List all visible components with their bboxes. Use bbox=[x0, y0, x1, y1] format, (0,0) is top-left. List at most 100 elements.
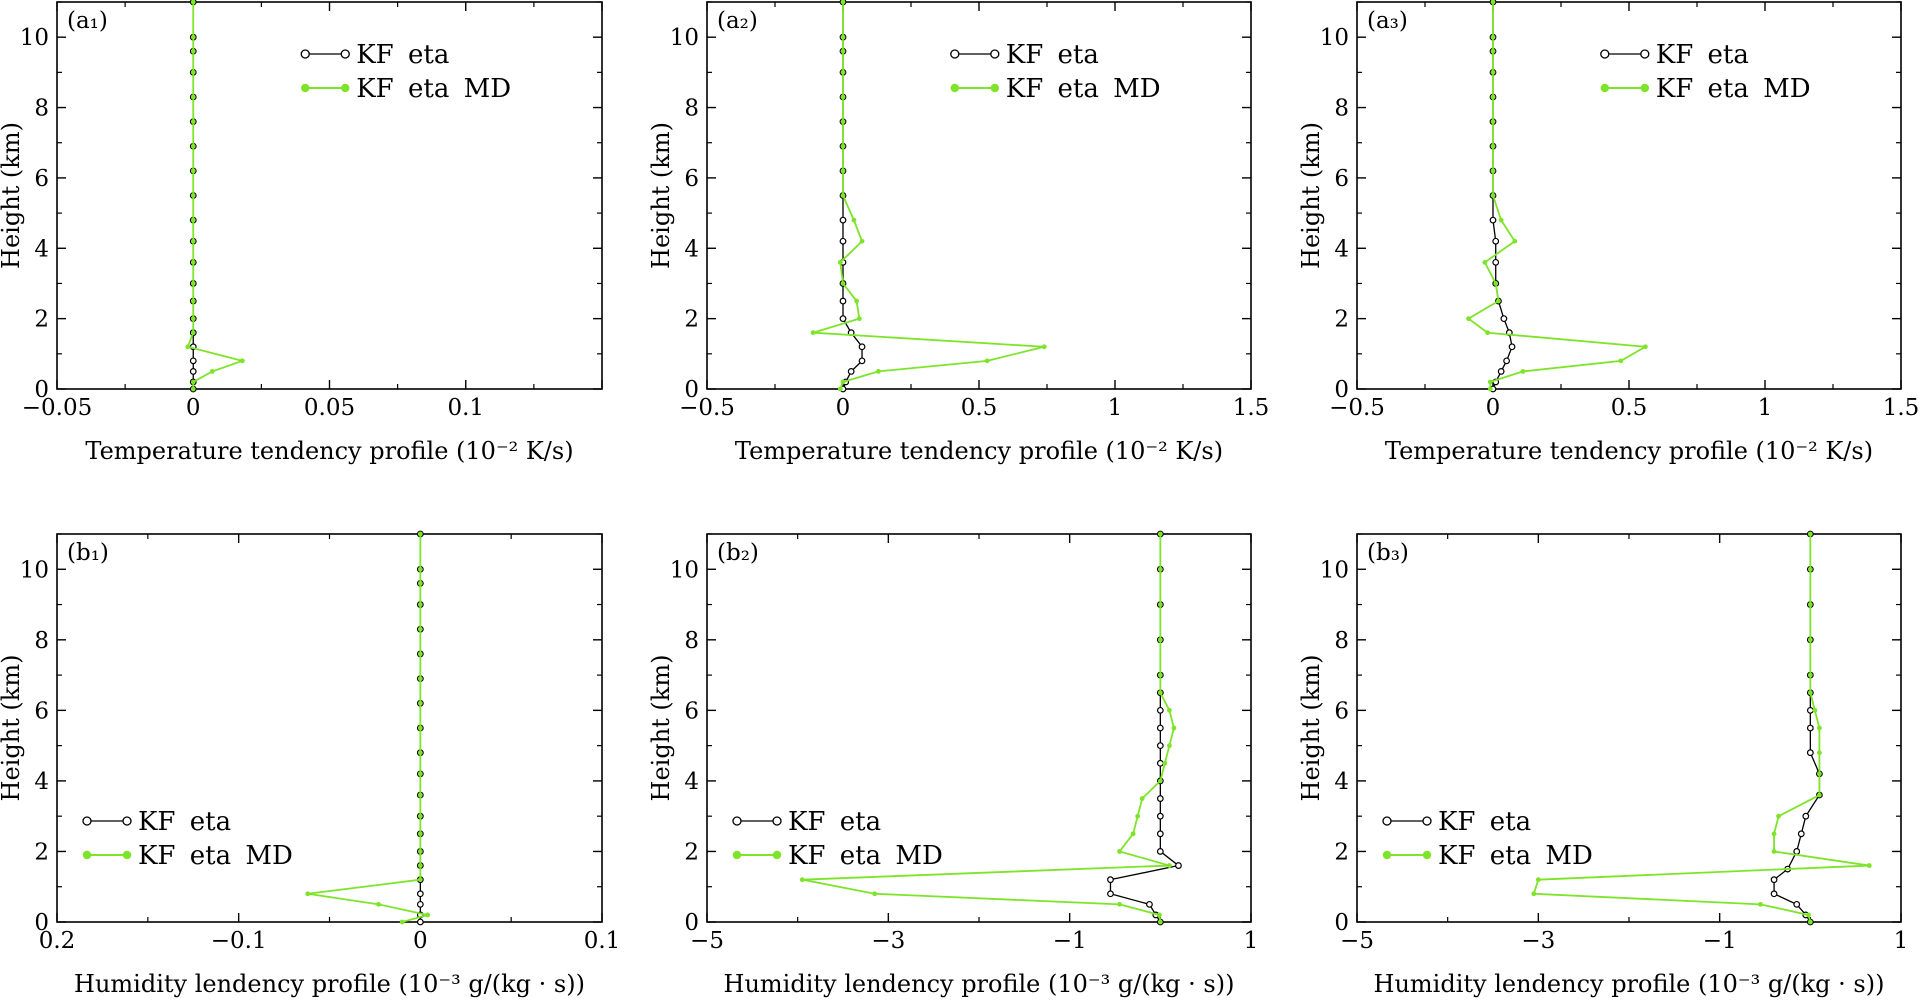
data-point bbox=[1130, 831, 1136, 837]
data-point bbox=[1535, 877, 1541, 883]
y-tick-label: 0 bbox=[1334, 910, 1349, 936]
legend-label: KF eta bbox=[788, 807, 881, 837]
data-point bbox=[1866, 863, 1872, 868]
y-tick-label: 4 bbox=[684, 236, 699, 262]
series-kf-eta bbox=[1770, 530, 1823, 926]
y-tick-label: 4 bbox=[684, 769, 699, 795]
data-point bbox=[417, 750, 423, 756]
series-kf-eta-md bbox=[810, 0, 1047, 392]
data-point bbox=[858, 357, 866, 365]
legend-marker bbox=[950, 83, 959, 93]
series-kf-eta-md bbox=[1531, 531, 1872, 925]
data-point bbox=[1157, 778, 1163, 784]
data-point bbox=[1503, 357, 1510, 365]
y-tick-label: 2 bbox=[34, 839, 49, 865]
data-point bbox=[1156, 706, 1164, 714]
data-point bbox=[1793, 900, 1801, 908]
data-point bbox=[190, 386, 196, 392]
data-point bbox=[417, 863, 423, 868]
legend-label: KF eta bbox=[1438, 807, 1531, 837]
data-point bbox=[1496, 298, 1501, 304]
data-point bbox=[190, 143, 196, 149]
data-point bbox=[875, 369, 881, 374]
data-point bbox=[839, 315, 847, 323]
y-tick-label: 10 bbox=[670, 25, 699, 51]
x-tick-label: 0.5 bbox=[961, 395, 998, 421]
data-point bbox=[1771, 849, 1777, 854]
data-point bbox=[417, 676, 423, 682]
data-point bbox=[1175, 862, 1182, 869]
data-point bbox=[1489, 216, 1497, 224]
legend-marker bbox=[772, 816, 782, 826]
data-point bbox=[799, 877, 805, 883]
data-point bbox=[1157, 637, 1163, 643]
x-tick-label: 0 bbox=[836, 395, 851, 421]
data-point bbox=[1146, 900, 1153, 908]
data-point bbox=[1490, 143, 1496, 149]
data-point bbox=[416, 918, 424, 926]
data-point bbox=[1157, 912, 1162, 918]
legend-marker bbox=[1422, 850, 1432, 860]
series-kf-eta-md bbox=[305, 531, 430, 925]
data-point bbox=[1531, 891, 1537, 897]
y-tick-label: 8 bbox=[1334, 96, 1349, 122]
data-point bbox=[1157, 602, 1163, 607]
data-point bbox=[1802, 812, 1810, 820]
data-point bbox=[1162, 760, 1168, 766]
data-point bbox=[1157, 919, 1163, 925]
data-point bbox=[840, 379, 846, 385]
x-axis-label: Temperature tendency profile (10⁻² K/s) bbox=[85, 437, 573, 465]
legend-marker bbox=[950, 49, 960, 59]
data-point bbox=[1817, 792, 1822, 798]
data-point bbox=[1797, 830, 1805, 838]
data-point bbox=[840, 281, 846, 286]
y-tick-label: 0 bbox=[34, 377, 49, 403]
data-point bbox=[376, 901, 381, 907]
data-point bbox=[1812, 707, 1818, 713]
x-axis-label: Humidity lendency profile (10⁻³ g/(kg · … bbox=[724, 970, 1235, 998]
data-point bbox=[1485, 330, 1490, 336]
legend-marker bbox=[1640, 49, 1650, 59]
x-tick-label: 0.1 bbox=[584, 928, 621, 954]
y-tick-label: 6 bbox=[1334, 166, 1349, 192]
data-point bbox=[190, 217, 196, 223]
data-point bbox=[417, 626, 423, 632]
y-axis-label: Height (km) bbox=[1297, 655, 1325, 802]
data-point bbox=[190, 298, 196, 304]
data-point bbox=[305, 891, 311, 897]
data-point bbox=[1487, 379, 1493, 385]
data-point bbox=[189, 357, 197, 365]
data-point bbox=[1490, 0, 1496, 5]
data-point bbox=[1793, 848, 1801, 855]
data-point bbox=[840, 143, 846, 149]
x-axis-label: Temperature tendency profile (10⁻² K/s) bbox=[735, 437, 1223, 465]
data-point bbox=[810, 330, 816, 336]
series-kf-eta-md bbox=[1466, 0, 1649, 392]
x-tick-label: 0 bbox=[186, 395, 201, 421]
data-point bbox=[1618, 358, 1624, 364]
data-point bbox=[185, 344, 191, 350]
data-point bbox=[190, 119, 196, 125]
data-point bbox=[1817, 771, 1822, 777]
legend-label: KF eta MD bbox=[1656, 74, 1811, 104]
data-point bbox=[1807, 602, 1813, 607]
legend-label: KF eta bbox=[138, 807, 231, 837]
legend-marker bbox=[1600, 83, 1610, 93]
y-tick-label: 10 bbox=[1320, 25, 1349, 51]
data-point bbox=[984, 358, 990, 364]
data-point bbox=[1490, 34, 1496, 40]
x-axis-label: Temperature tendency profile (10⁻² K/s) bbox=[1385, 437, 1873, 465]
data-point bbox=[1490, 94, 1496, 100]
data-point bbox=[1171, 725, 1177, 731]
legend-marker bbox=[732, 850, 742, 860]
data-point bbox=[1807, 566, 1813, 572]
y-tick-label: 4 bbox=[1334, 769, 1349, 795]
x-tick-label: −3 bbox=[1521, 928, 1555, 954]
y-axis-label: Height (km) bbox=[647, 655, 675, 802]
data-point bbox=[847, 368, 855, 375]
data-point bbox=[1117, 849, 1122, 854]
data-point bbox=[837, 386, 843, 392]
